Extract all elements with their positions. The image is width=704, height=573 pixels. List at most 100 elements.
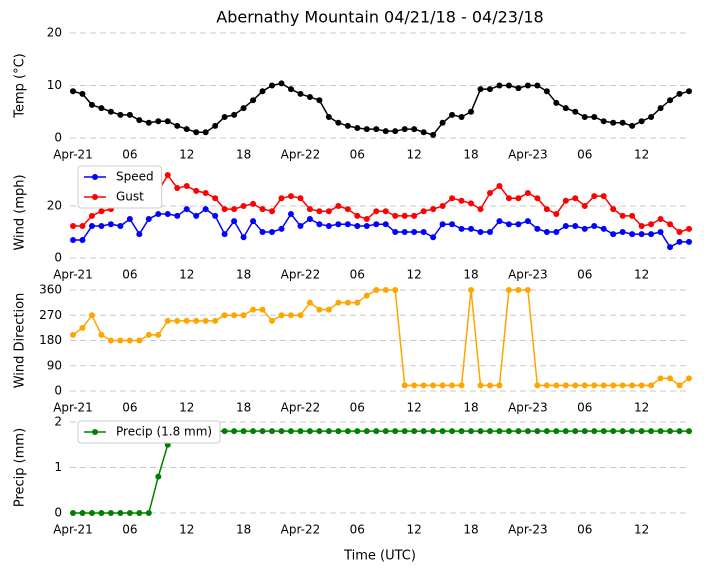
data-point [534, 195, 541, 202]
data-point [269, 229, 276, 235]
data-point [212, 212, 219, 219]
y-tick-label: 360 [39, 283, 62, 297]
data-point [354, 212, 361, 219]
data-point [505, 195, 512, 202]
data-point [581, 382, 588, 389]
data-point [667, 221, 674, 228]
data-point [164, 118, 171, 125]
data-point [335, 203, 342, 209]
data-point [496, 82, 503, 89]
data-point [250, 200, 257, 207]
data-point [373, 126, 380, 133]
x-tick-label: 06 [350, 401, 365, 415]
data-point [524, 82, 531, 89]
data-point [562, 105, 569, 112]
data-point [515, 195, 522, 202]
data-point [183, 317, 190, 324]
data-point [439, 203, 446, 209]
y-tick-label: 0 [54, 131, 62, 145]
data-point [591, 382, 598, 389]
data-point [335, 299, 342, 306]
data-point [411, 212, 418, 219]
y-axis-label: Wind (mph) [13, 174, 28, 250]
data-point [581, 114, 588, 120]
data-point [600, 118, 607, 125]
data-point [505, 287, 512, 293]
y-tick-label: 20 [47, 26, 62, 40]
data-point [98, 223, 105, 230]
data-point [373, 428, 380, 435]
data-point [278, 80, 285, 87]
data-point [354, 125, 361, 132]
data-point [534, 428, 541, 435]
data-point [449, 428, 456, 435]
data-point [382, 128, 389, 135]
data-point [316, 97, 323, 104]
data-point [392, 428, 399, 435]
data-point [638, 231, 645, 238]
data-point [70, 237, 76, 244]
y-tick-label: 0 [54, 384, 62, 398]
data-point [212, 317, 219, 324]
data-point [174, 317, 181, 324]
data-point [325, 428, 332, 435]
data-point [524, 287, 531, 293]
data-point [287, 193, 294, 200]
data-point [619, 229, 626, 235]
data-point [600, 193, 607, 200]
data-point [126, 510, 133, 516]
chart-title: Abernathy Mountain 04/21/18 - 04/23/18 [216, 8, 543, 27]
x-tick-label: 18 [463, 401, 478, 415]
y-tick-label: 180 [39, 333, 62, 347]
data-point [449, 221, 456, 228]
data-point [193, 317, 200, 324]
data-point [648, 382, 655, 389]
data-point [287, 211, 294, 218]
x-tick-label: 12 [634, 401, 649, 415]
data-point [240, 203, 247, 209]
data-point [515, 428, 522, 435]
data-point [420, 229, 427, 235]
data-point [496, 182, 503, 189]
data-point [430, 206, 437, 213]
data-point [468, 428, 475, 435]
data-point [240, 105, 247, 112]
data-point [174, 185, 181, 192]
data-point [70, 88, 76, 95]
data-point [486, 428, 493, 435]
data-point [231, 218, 238, 225]
data-point [667, 375, 674, 382]
x-tick-label: 18 [463, 148, 478, 162]
legend: Precip (1.8 mm) [77, 420, 221, 444]
x-tick-label: 12 [179, 401, 194, 415]
data-point [212, 195, 219, 202]
x-tick-label: 12 [634, 268, 649, 282]
data-point [629, 382, 636, 389]
data-point [676, 428, 683, 435]
x-tick-label: 06 [577, 268, 592, 282]
data-point [70, 510, 76, 516]
data-point [505, 82, 512, 89]
y-tick-label: 0 [54, 251, 62, 265]
data-point [259, 206, 266, 213]
data-point [297, 195, 304, 202]
data-point [676, 229, 683, 235]
data-point [458, 225, 465, 232]
data-point [430, 234, 437, 241]
legend-box [77, 420, 221, 444]
data-point [145, 216, 152, 222]
data-point [335, 428, 342, 435]
y-tick-label: 2 [54, 415, 62, 429]
y-tick-label: 10 [47, 78, 62, 92]
legend-label: Precip (1.8 mm) [116, 425, 212, 439]
data-point [543, 206, 550, 213]
data-point [325, 208, 332, 215]
data-point [420, 382, 427, 389]
data-point [629, 231, 636, 238]
x-tick-label: Apr-21 [53, 148, 93, 162]
data-point [183, 182, 190, 189]
data-point [363, 223, 370, 230]
data-point [610, 119, 617, 126]
legend: Speed Gust [77, 165, 163, 209]
